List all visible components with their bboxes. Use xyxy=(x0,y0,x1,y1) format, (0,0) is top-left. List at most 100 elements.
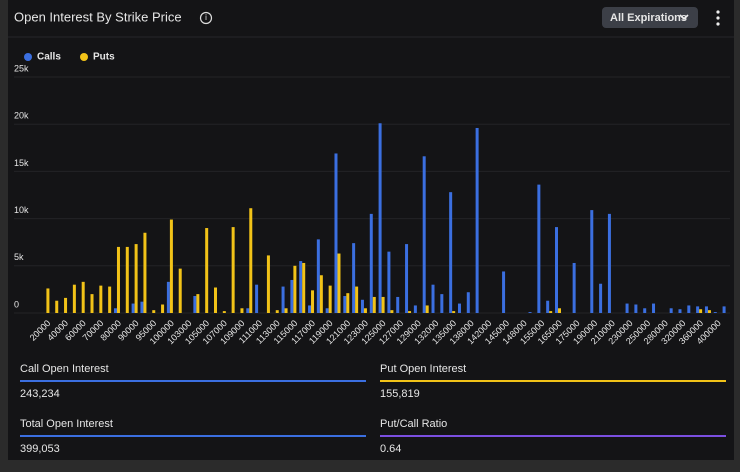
bar xyxy=(319,275,323,313)
title: Open Interest By Strike Price xyxy=(14,9,182,24)
bar xyxy=(352,243,356,313)
bar xyxy=(152,310,156,313)
bar xyxy=(599,283,603,313)
bar xyxy=(431,284,435,313)
bar xyxy=(625,303,629,313)
bar xyxy=(413,305,417,313)
bar xyxy=(334,153,338,313)
bar xyxy=(302,262,306,313)
bar xyxy=(363,308,367,313)
bar xyxy=(325,308,329,313)
menu-icon[interactable] xyxy=(716,10,720,26)
bar xyxy=(131,303,135,313)
bar xyxy=(337,253,341,313)
bar xyxy=(387,251,391,313)
bar xyxy=(549,311,553,313)
bar xyxy=(590,210,594,313)
bar xyxy=(704,306,708,313)
bar xyxy=(546,300,550,313)
bar xyxy=(55,300,59,313)
bar xyxy=(669,308,673,313)
stats: Call Open Interest 243,234 Put Open Intere… xyxy=(20,363,726,455)
bar xyxy=(116,246,120,313)
bar xyxy=(558,308,561,313)
bar xyxy=(134,244,138,313)
bar xyxy=(449,192,453,313)
legend-label: Puts xyxy=(93,52,115,63)
bar xyxy=(707,310,711,313)
bar xyxy=(372,296,376,313)
bar xyxy=(113,308,117,313)
bar xyxy=(99,285,103,313)
info-icon[interactable] xyxy=(199,11,213,25)
bar xyxy=(214,287,217,313)
bar xyxy=(678,309,682,313)
bar xyxy=(378,123,382,313)
bar xyxy=(255,284,259,313)
bar xyxy=(652,303,656,313)
stat-label: Put/Call Ratio xyxy=(380,418,447,430)
bar xyxy=(64,297,68,313)
stat-label: Put Open Interest xyxy=(380,363,466,375)
y-tick-label: 20k xyxy=(14,111,29,121)
chevron xyxy=(679,14,689,21)
bar xyxy=(369,213,373,313)
bar xyxy=(713,312,717,313)
bar xyxy=(290,279,294,313)
bar xyxy=(143,232,147,313)
bar xyxy=(457,303,461,313)
bar xyxy=(140,301,144,313)
bar xyxy=(108,286,112,313)
bar xyxy=(81,281,85,313)
bar xyxy=(46,288,50,313)
bar xyxy=(440,294,444,313)
bar xyxy=(246,308,250,313)
stat-label: Call Open Interest xyxy=(20,363,109,375)
bar xyxy=(475,127,479,313)
bar xyxy=(308,305,312,313)
bar xyxy=(169,219,173,313)
legend-swatch xyxy=(24,53,32,61)
stat-value: 243,234 xyxy=(20,388,60,400)
bar xyxy=(699,309,703,313)
bar xyxy=(311,290,315,313)
expirations-button[interactable] xyxy=(602,7,698,28)
bar xyxy=(502,271,506,313)
bar xyxy=(125,246,129,313)
bar xyxy=(607,213,611,313)
bar xyxy=(452,311,456,313)
bar xyxy=(405,244,409,313)
bar xyxy=(355,286,359,313)
bar xyxy=(266,255,270,313)
bar xyxy=(537,184,541,313)
bar xyxy=(328,285,332,313)
legend-swatch xyxy=(80,53,88,61)
bar xyxy=(422,156,426,313)
bar xyxy=(343,296,347,313)
bar xyxy=(249,208,253,313)
bar xyxy=(293,265,297,313)
y-tick-label: 10k xyxy=(14,205,29,215)
bar xyxy=(381,296,385,313)
bar xyxy=(275,310,279,313)
stat-label: Total Open Interest xyxy=(20,418,113,430)
bar xyxy=(284,308,288,313)
bar xyxy=(555,227,558,313)
bar xyxy=(205,228,209,313)
bar xyxy=(240,308,244,313)
stat-value: 155,819 xyxy=(380,388,420,400)
bar xyxy=(161,304,165,313)
y-tick-label: 25k xyxy=(14,63,29,73)
legend-label: Calls xyxy=(37,52,61,63)
bar xyxy=(281,286,285,313)
bar xyxy=(346,293,350,313)
bar xyxy=(231,227,235,313)
stat-value: 0.64 xyxy=(380,443,401,455)
bar xyxy=(466,292,470,313)
stat-value: 399,053 xyxy=(20,443,60,455)
y-tick-label: 5k xyxy=(14,252,24,262)
bar xyxy=(687,305,691,313)
bar xyxy=(166,281,170,313)
